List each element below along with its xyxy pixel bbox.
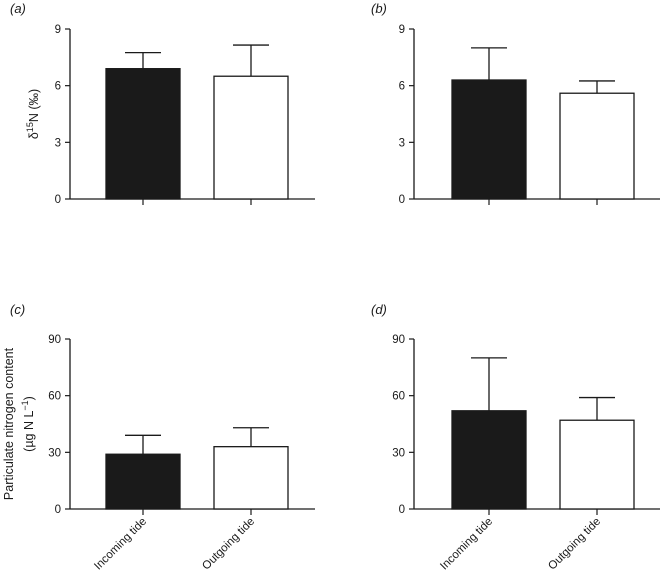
- bar-outgoing-tide: [559, 419, 635, 510]
- bar-incoming-tide: [451, 79, 527, 200]
- panel-label: (d): [371, 302, 387, 317]
- bar-outgoing-tide: [213, 75, 289, 200]
- chart-panel-3: (c) 0 30 60 90 Incoming tide Outgoing tide Part…: [2, 302, 315, 573]
- y-tick-label: 0: [399, 194, 405, 206]
- y-tick-label: 6: [55, 81, 61, 93]
- y-tick-label: 30: [392, 447, 405, 459]
- y-tick-label: 0: [55, 194, 61, 206]
- y-axis-title: δ15N (‰): [25, 89, 41, 139]
- bar-incoming-tide: [451, 410, 527, 510]
- y-tick-label: 60: [48, 391, 61, 403]
- y-axis-title-line1: Particulate nitrogen content: [2, 347, 16, 500]
- panel-label: (c): [10, 302, 25, 317]
- y-tick-label: 90: [392, 334, 405, 346]
- chart-panel-2: (b) 0 3 6 9: [371, 1, 660, 206]
- bar-outgoing-tide: [213, 446, 289, 510]
- bar-outgoing-tide: [559, 92, 635, 200]
- y-axis-title-line2: (µg N L−1): [20, 396, 36, 452]
- y-tick-label: 9: [399, 24, 405, 36]
- y-tick-label: 30: [48, 447, 61, 459]
- chart-panel-1: (a) 0 3 6 9 δ15N (‰): [10, 1, 315, 206]
- panel-label: (b): [371, 1, 387, 16]
- y-tick-label: 0: [399, 504, 405, 516]
- y-tick-label: 0: [55, 504, 61, 516]
- y-tick-label: 6: [399, 81, 405, 93]
- x-category-label: Incoming tide: [438, 516, 495, 573]
- y-tick-label: 90: [48, 334, 61, 346]
- y-tick-label: 3: [399, 137, 405, 149]
- y-tick-label: 60: [392, 391, 405, 403]
- bar-incoming-tide: [105, 68, 181, 200]
- y-tick-label: 9: [55, 24, 61, 36]
- x-category-label: Incoming tide: [92, 516, 149, 573]
- x-category-label: Outgoing tide: [200, 516, 257, 573]
- y-tick-label: 3: [55, 137, 61, 149]
- x-category-label: Outgoing tide: [546, 516, 603, 573]
- chart-panel-4: (d) 0 30 60 90 Incoming tide Outgoing tide: [371, 302, 660, 573]
- panel-label: (a): [10, 1, 26, 16]
- bar-incoming-tide: [105, 453, 181, 510]
